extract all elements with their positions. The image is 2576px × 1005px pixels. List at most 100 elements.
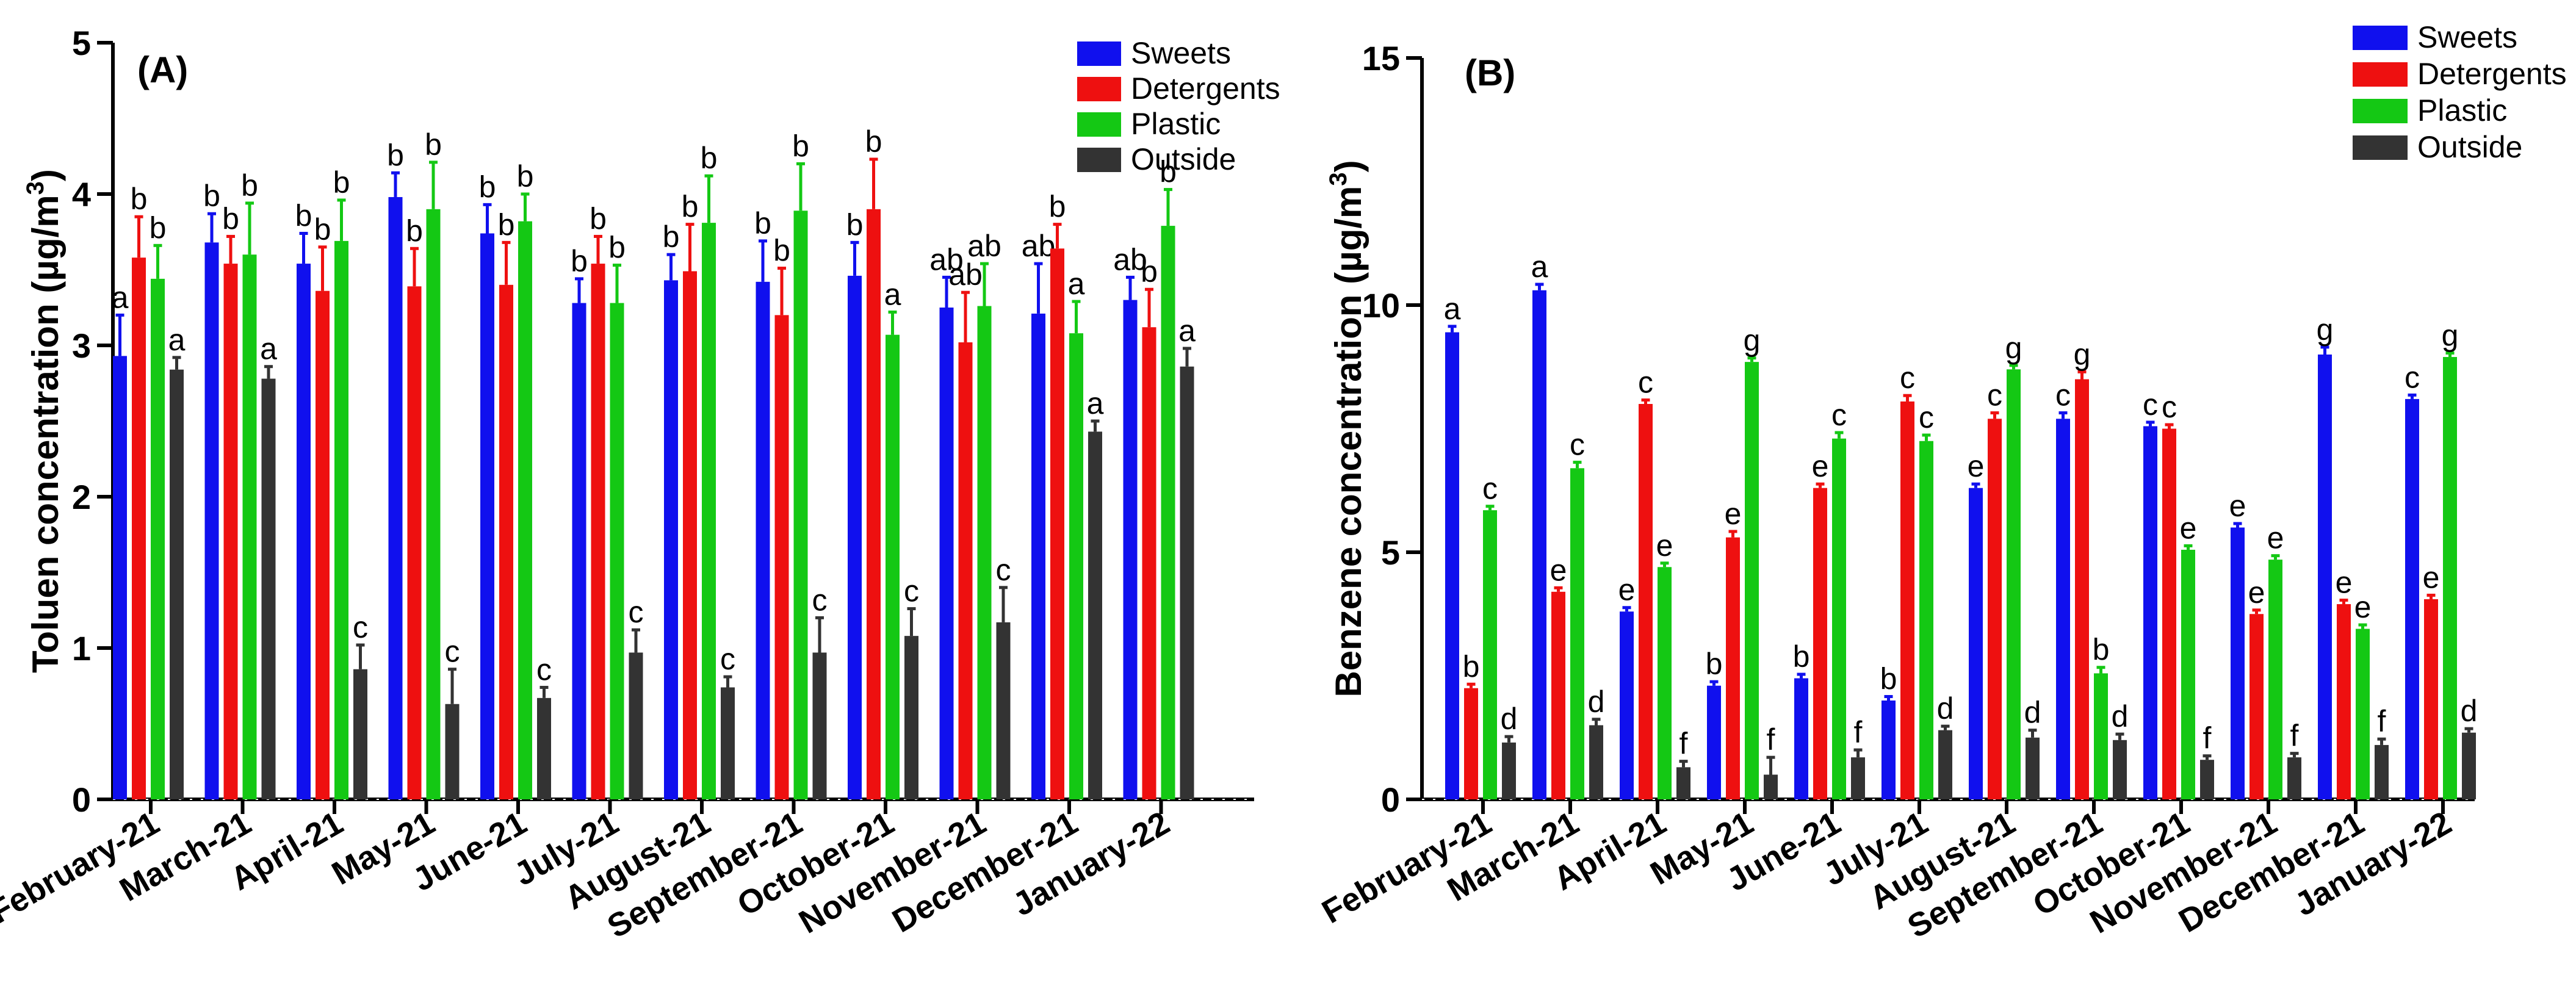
- bar-detergents: [591, 264, 605, 800]
- bar-detergents: [1813, 488, 1827, 799]
- significance-label: b: [517, 159, 534, 193]
- bar-detergents: [2249, 614, 2264, 799]
- significance-label: c: [2162, 390, 2177, 424]
- y-tick-label: 2: [72, 478, 91, 516]
- significance-label: b: [754, 206, 771, 240]
- legend-swatch-plastic: [1077, 112, 1121, 137]
- significance-label: b: [387, 138, 404, 172]
- significance-label: b: [792, 129, 809, 163]
- significance-label: c: [536, 652, 552, 686]
- bar-sweets: [2143, 426, 2157, 799]
- significance-label: e: [1812, 449, 1829, 483]
- significance-label: a: [260, 332, 277, 366]
- legend-label-detergents: Detergents: [2417, 57, 2567, 91]
- significance-label: b: [479, 170, 496, 204]
- significance-label: b: [150, 211, 167, 245]
- bar-plastic: [1161, 226, 1175, 800]
- bar-detergents: [1988, 419, 2002, 799]
- significance-label: c: [904, 574, 919, 608]
- significance-label: b: [1463, 649, 1480, 683]
- bar-outside: [261, 378, 276, 799]
- significance-label: g: [2005, 331, 2022, 365]
- significance-label: b: [333, 165, 350, 200]
- bar-sweets: [756, 281, 770, 800]
- bar-detergents: [867, 209, 881, 799]
- bar-sweets: [113, 356, 127, 799]
- significance-label: c: [353, 610, 368, 644]
- bar-detergents: [1726, 537, 1740, 799]
- significance-label: b: [608, 231, 626, 265]
- y-axis-title-text: Toluen concentration (µg/m: [25, 195, 66, 672]
- significance-label: g: [2074, 337, 2091, 371]
- bar-sweets: [480, 233, 494, 800]
- bar-outside: [445, 704, 460, 799]
- bar-outside: [2200, 760, 2214, 799]
- bar-detergents: [499, 284, 513, 799]
- significance-label: f: [1854, 715, 1863, 749]
- bar-plastic: [2181, 549, 2195, 799]
- significance-label: b: [498, 207, 515, 242]
- significance-label: g: [2442, 319, 2459, 353]
- significance-label: b: [663, 220, 680, 254]
- bar-plastic: [886, 334, 900, 799]
- significance-label: b: [1706, 647, 1723, 681]
- significance-label: e: [2267, 521, 2284, 555]
- bar-sweets: [1445, 332, 1459, 799]
- significance-label: d: [1937, 691, 1954, 726]
- significance-label: c: [1570, 428, 1585, 462]
- significance-label: a: [884, 277, 901, 311]
- y-axis-title-close: ): [1328, 160, 1369, 172]
- significance-label: b: [773, 234, 790, 268]
- bar-outside: [1589, 725, 1603, 799]
- significance-label: b: [131, 182, 148, 216]
- bar-plastic: [1832, 438, 1846, 799]
- significance-label: ab: [967, 229, 1001, 263]
- bar-outside: [2287, 757, 2301, 799]
- bar-sweets: [2231, 527, 2245, 799]
- legend-label-sweets: Sweets: [2417, 20, 2517, 54]
- bar-plastic: [1570, 468, 1584, 799]
- legend-swatch-outside: [1077, 148, 1121, 172]
- significance-label: b: [590, 201, 607, 236]
- bar-plastic: [518, 221, 532, 799]
- bar-sweets: [1532, 290, 1546, 799]
- bar-detergents: [1639, 404, 1653, 799]
- significance-label: c: [1482, 472, 1498, 506]
- legend-swatch-sweets: [2353, 26, 2408, 50]
- legend-label-sweets: Sweets: [1131, 36, 1231, 70]
- bar-detergents: [407, 286, 422, 799]
- bar-plastic: [151, 278, 165, 799]
- significance-label: b: [1880, 662, 1897, 696]
- legend-swatch-plastic: [2353, 99, 2408, 123]
- y-axis-title-superscript: 3: [1325, 172, 1352, 186]
- legend-swatch-sweets: [1077, 41, 1121, 66]
- significance-label: c: [2405, 360, 2420, 394]
- bar-sweets: [1707, 685, 1721, 799]
- significance-label: b: [865, 124, 882, 159]
- significance-label: b: [295, 198, 312, 232]
- panel-label: (A): [137, 49, 188, 90]
- bar-plastic: [1919, 441, 1933, 799]
- bar-plastic: [2094, 673, 2108, 799]
- bar-detergents: [774, 315, 789, 799]
- bar-sweets: [664, 280, 678, 799]
- significance-label: e: [2248, 575, 2265, 610]
- significance-label: c: [2143, 387, 2158, 422]
- bar-detergents: [1142, 327, 1156, 799]
- bar-plastic: [242, 254, 257, 799]
- legend-label-plastic: Plastic: [2417, 93, 2507, 128]
- bar-sweets: [1969, 488, 1983, 799]
- bar-sweets: [2056, 419, 2070, 799]
- significance-label: b: [1793, 639, 1810, 674]
- significance-label: b: [1141, 254, 1158, 289]
- significance-label: e: [1618, 573, 1636, 607]
- legend-swatch-outside: [2353, 135, 2408, 160]
- bar-sweets: [1031, 313, 1045, 799]
- significance-label: d: [1588, 685, 1605, 719]
- significance-label: c: [1900, 361, 1915, 395]
- bar-detergents: [958, 342, 973, 799]
- bar-detergents: [1900, 401, 1914, 799]
- significance-label: d: [1501, 702, 1518, 736]
- significance-label: b: [222, 201, 239, 236]
